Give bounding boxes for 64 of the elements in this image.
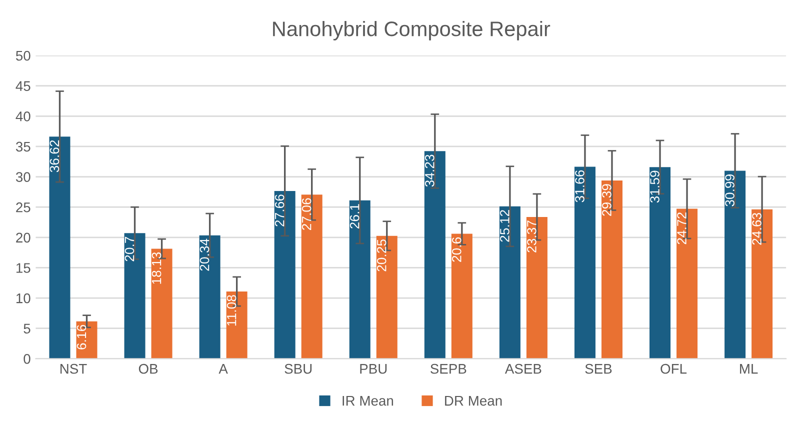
data-label: 20.7 — [124, 236, 134, 262]
bar — [151, 248, 172, 359]
data-label: 20.25 — [376, 239, 386, 272]
bar — [424, 151, 446, 359]
chart-title: Nanohybrid Composite Repair — [273, 20, 550, 40]
x-tick-label: SEPB — [430, 364, 466, 374]
data-label: 36.62 — [50, 140, 60, 172]
bar — [574, 166, 596, 359]
y-tick-label: 30 — [16, 172, 30, 182]
bar — [752, 209, 773, 359]
data-label: 34.23 — [424, 154, 434, 187]
x-tick-label: OFL — [660, 364, 687, 374]
bar — [124, 233, 146, 359]
bar — [451, 234, 472, 359]
x-tick-label: ML — [740, 364, 758, 374]
data-label: 11.08 — [226, 295, 236, 326]
data-label: 30.99 — [725, 174, 734, 206]
data-label: 20.6 — [452, 237, 462, 262]
bar — [349, 200, 370, 359]
legend-label: IR Mean — [342, 396, 394, 406]
data-label: 24.72 — [677, 212, 686, 244]
data-label: 31.59 — [650, 170, 660, 203]
y-tick-label: 25 — [16, 202, 30, 212]
data-label: 25.12 — [500, 210, 510, 242]
bar — [650, 167, 671, 359]
y-tick-label: 35 — [16, 142, 30, 152]
bar — [601, 180, 622, 359]
bar — [274, 190, 296, 359]
legend-label: DR Mean — [445, 396, 502, 406]
bar — [301, 194, 322, 359]
x-tick-label: SBU — [284, 364, 312, 374]
data-label: 26.1 — [350, 204, 360, 228]
x-tick-label: ASEB — [504, 364, 542, 374]
data-label: 20.34 — [200, 238, 210, 271]
x-tick-label: A — [218, 364, 228, 374]
data-label: 27.06 — [302, 198, 312, 230]
data-label: 18.13 — [152, 252, 162, 284]
y-tick-label: 15 — [16, 263, 30, 273]
bar — [526, 216, 548, 359]
bar — [676, 208, 698, 359]
data-label: 29.39 — [602, 184, 612, 216]
data-label: 27.66 — [274, 194, 284, 226]
y-tick-label: 0 — [24, 354, 30, 364]
bar — [724, 170, 746, 359]
x-tick-label: SEB — [585, 364, 612, 374]
bar — [226, 292, 248, 359]
x-tick-label: NST — [60, 364, 87, 374]
y-tick-label: 50 — [16, 50, 30, 61]
data-label: 6.16 — [76, 324, 86, 350]
x-tick-label: OB — [138, 364, 158, 374]
y-tick-label: 40 — [16, 111, 30, 122]
y-tick-label: 10 — [16, 293, 30, 304]
bar — [49, 136, 70, 359]
x-tick-label: PBU — [360, 364, 387, 374]
bar — [499, 206, 520, 359]
bar — [199, 235, 220, 359]
y-tick-label: 5 — [24, 324, 30, 334]
data-label: 24.63 — [752, 212, 762, 245]
y-tick-label: 45 — [16, 81, 30, 91]
bar — [376, 236, 398, 359]
data-label: 31.66 — [575, 170, 584, 202]
data-label: 23.37 — [527, 220, 536, 252]
bar — [76, 321, 98, 359]
y-tick-label: 20 — [16, 232, 30, 243]
